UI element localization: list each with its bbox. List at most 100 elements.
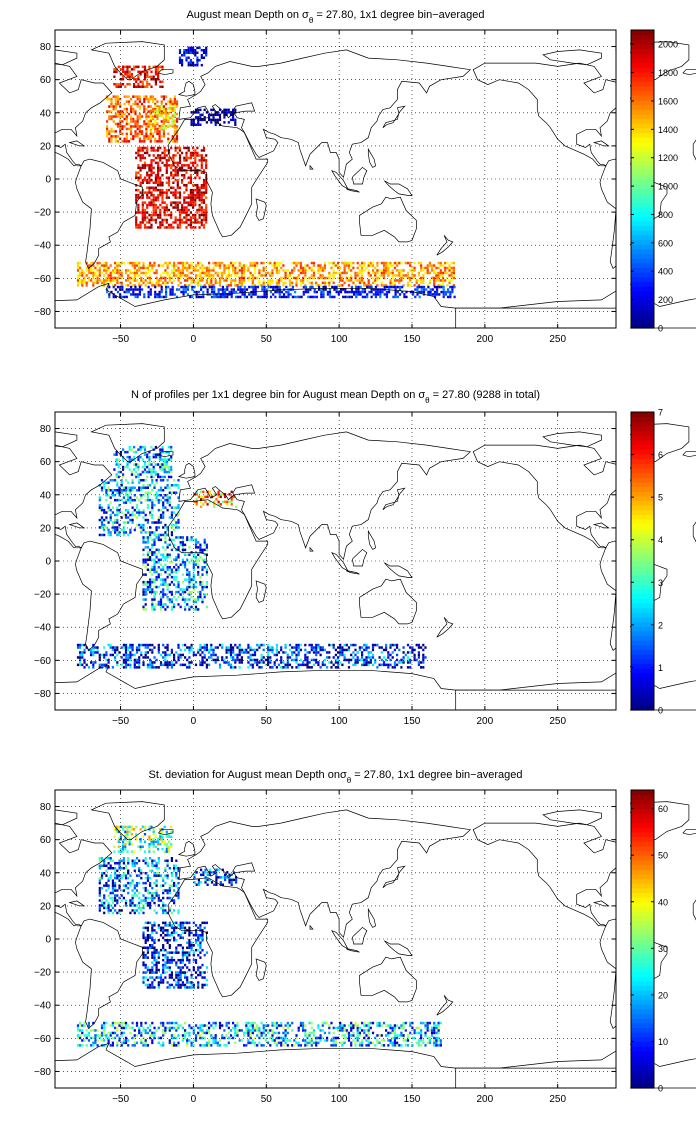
data-cell — [123, 125, 126, 128]
data-cell — [155, 570, 158, 574]
data-cell — [186, 666, 189, 669]
data-cell — [151, 603, 154, 606]
data-cell — [219, 295, 222, 299]
data-cell — [137, 455, 140, 459]
data-cell — [200, 149, 203, 152]
data-cell — [337, 651, 340, 654]
data-cell — [154, 455, 157, 459]
data-cell — [168, 498, 171, 502]
data-cell — [96, 264, 99, 267]
data-cell — [348, 295, 351, 299]
data-cell — [128, 70, 131, 74]
data-cell — [194, 580, 198, 584]
data-cell — [136, 95, 139, 98]
data-cell — [192, 216, 195, 219]
colorbar-step — [631, 495, 654, 502]
data-cell — [190, 551, 193, 554]
data-cell — [149, 643, 152, 647]
data-cell — [369, 264, 372, 267]
data-cell — [159, 159, 162, 162]
data-cell — [269, 646, 272, 649]
data-cell — [200, 63, 203, 67]
data-cell — [131, 481, 134, 484]
data-cell — [205, 218, 208, 222]
data-cell — [151, 566, 154, 569]
data-cell — [100, 872, 104, 875]
data-cell — [159, 264, 163, 267]
data-cell — [138, 666, 141, 669]
data-cell — [154, 845, 157, 848]
data-cell — [162, 605, 165, 609]
data-cell — [170, 511, 173, 514]
data-cell — [153, 543, 156, 547]
data-cell — [361, 653, 364, 657]
data-cell — [157, 164, 160, 167]
data-cell — [187, 201, 190, 204]
data-cell — [202, 156, 206, 160]
data-cell — [159, 479, 163, 482]
data-cell — [147, 137, 150, 141]
data-cell — [200, 154, 203, 157]
data-cell — [173, 575, 176, 579]
data-cell — [149, 513, 152, 517]
data-cell — [132, 102, 135, 106]
data-cell — [148, 838, 151, 841]
data-cell — [181, 54, 184, 57]
data-cell — [92, 269, 95, 272]
data-cell — [149, 498, 152, 502]
data-cell — [177, 643, 180, 647]
data-cell — [214, 271, 217, 275]
data-cell — [181, 181, 184, 184]
data-cell — [114, 140, 117, 143]
data-cell — [299, 643, 302, 647]
data-cell — [154, 179, 157, 182]
data-cell — [215, 295, 218, 299]
data-cell — [151, 608, 154, 611]
data-cell — [151, 115, 155, 118]
data-cell — [278, 285, 281, 289]
data-cell — [205, 648, 208, 652]
data-cell — [167, 176, 171, 179]
data-cell — [111, 284, 114, 287]
data-cell — [146, 281, 149, 285]
data-cell — [165, 112, 168, 115]
data-cell — [148, 196, 151, 199]
data-cell — [122, 531, 125, 534]
data-cell — [157, 558, 160, 561]
data-cell — [337, 646, 340, 649]
data-cell — [232, 113, 235, 117]
data-cell — [234, 118, 237, 122]
data-cell — [253, 284, 257, 287]
data-cell — [165, 161, 168, 165]
data-cell — [188, 651, 191, 654]
data-cell — [162, 568, 165, 571]
colorbar-step — [631, 621, 654, 627]
data-cell — [212, 284, 215, 287]
data-cell — [183, 146, 186, 150]
data-cell — [160, 288, 163, 291]
colorbar-step — [631, 141, 654, 148]
data-cell — [175, 558, 178, 561]
data-cell — [114, 284, 117, 287]
data-cell — [141, 164, 144, 167]
data-cell — [308, 266, 311, 270]
data-cell — [103, 526, 106, 529]
data-cell — [229, 646, 233, 649]
x-tick-label: 200 — [477, 334, 494, 345]
data-cell — [385, 648, 388, 652]
data-cell — [153, 551, 156, 554]
data-cell — [167, 850, 171, 853]
data-cell — [120, 276, 123, 280]
data-cell — [448, 266, 451, 270]
data-cell — [319, 269, 322, 272]
data-cell — [143, 68, 147, 71]
data-cell — [150, 226, 153, 229]
data-cell — [178, 154, 182, 157]
data-cell — [186, 261, 189, 265]
data-cell — [323, 266, 326, 270]
data-cell — [149, 105, 152, 108]
data-cell — [175, 598, 178, 601]
data-cell — [153, 590, 156, 594]
data-cell — [137, 151, 140, 155]
